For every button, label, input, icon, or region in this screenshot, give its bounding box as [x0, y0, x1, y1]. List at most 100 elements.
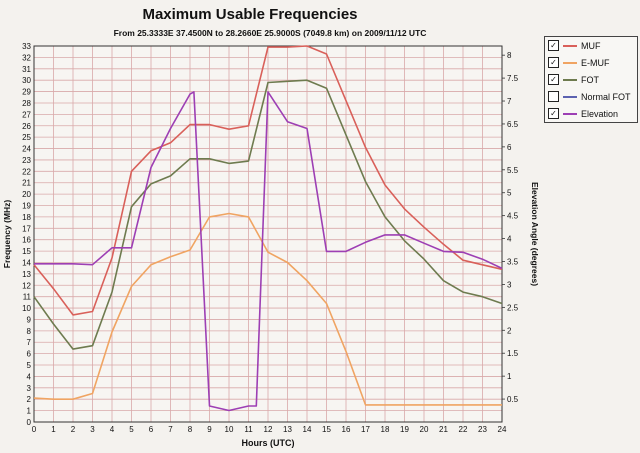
y-tick-label: 17 — [22, 224, 31, 233]
x-tick-label: 17 — [361, 425, 370, 434]
y-tick-label: 10 — [22, 304, 31, 313]
fot-swatch — [563, 78, 577, 81]
y-tick-label: 9 — [27, 315, 32, 324]
y2-tick-label: 1.5 — [507, 349, 519, 358]
y2-tick-label: 6.5 — [507, 120, 519, 129]
y-tick-label: 15 — [22, 247, 31, 256]
x-tick-label: 12 — [264, 425, 273, 434]
x-tick-label: 11 — [244, 425, 253, 434]
series-line-e-muf — [33, 212, 502, 406]
muf-checkbox[interactable]: ✓ — [548, 40, 559, 51]
x-tick-label: 24 — [498, 425, 507, 434]
y-tick-label: 12 — [22, 281, 31, 290]
legend-label-muf: MUF — [581, 40, 601, 51]
elevation-swatch — [563, 112, 577, 115]
y-tick-label: 3 — [27, 384, 32, 393]
x-tick-label: 0 — [32, 425, 37, 434]
muf-swatch — [563, 44, 577, 47]
y-tick-label: 29 — [22, 88, 31, 97]
x-tick-label: 2 — [71, 425, 76, 434]
y-tick-label: 27 — [22, 110, 31, 119]
x-tick-label: 5 — [129, 425, 134, 434]
y-tick-label: 13 — [22, 270, 31, 279]
y-tick-label: 2 — [27, 395, 32, 404]
legend-label-e-muf: E-MUF — [581, 57, 610, 68]
x-tick-label: 14 — [303, 425, 312, 434]
y2-tick-label: 7.5 — [507, 74, 519, 83]
y-tick-label: 32 — [22, 53, 31, 62]
x-tick-label: 8 — [188, 425, 193, 434]
y-tick-label: 4 — [27, 372, 32, 381]
y-tick-label: 1 — [27, 407, 32, 416]
x-tick-label: 13 — [283, 425, 292, 434]
y-tick-label: 33 — [22, 42, 31, 51]
x-tick-label: 16 — [342, 425, 351, 434]
y-tick-label: 25 — [22, 133, 31, 142]
legend-item-e-muf[interactable]: ✓ E-MUF — [545, 54, 637, 71]
y-tick-label: 23 — [22, 156, 31, 165]
x-tick-label: 10 — [225, 425, 234, 434]
y2-tick-label: 7 — [507, 97, 512, 106]
x-tick-label: 6 — [149, 425, 154, 434]
y2-tick-label: 2.5 — [507, 303, 519, 312]
legend-item-elevation[interactable]: ✓ Elevation — [545, 105, 637, 122]
y-axis-label: Frequency (MHz) — [2, 200, 12, 269]
y-tick-label: 26 — [22, 122, 31, 131]
y-tick-label: 24 — [22, 145, 31, 154]
chart-title: Maximum Usable Frequencies — [142, 6, 358, 23]
x-tick-label: 18 — [381, 425, 390, 434]
legend: ✓ MUF ✓ E-MUF ✓ FOT Normal FOT ✓ Elevati… — [544, 36, 638, 123]
y-tick-label: 16 — [22, 236, 31, 245]
x-tick-label: 21 — [439, 425, 448, 434]
y2-tick-label: 1 — [507, 372, 512, 381]
series-line-muf — [33, 45, 503, 316]
y2-tick-label: 2 — [507, 326, 512, 335]
x-tick-label: 3 — [90, 425, 95, 434]
x-tick-label: 1 — [51, 425, 56, 434]
x-axis-label: Hours (UTC) — [242, 438, 295, 448]
e-muf-checkbox[interactable]: ✓ — [548, 57, 559, 68]
y-tick-label: 31 — [22, 65, 31, 74]
x-tick-label: 23 — [478, 425, 487, 434]
x-tick-label: 15 — [322, 425, 331, 434]
legend-item-normal-fot[interactable]: Normal FOT — [545, 88, 637, 105]
x-tick-label: 19 — [400, 425, 409, 434]
y-tick-label: 0 — [27, 418, 32, 427]
elevation-checkbox[interactable]: ✓ — [548, 108, 559, 119]
y-tick-label: 8 — [27, 327, 32, 336]
y-tick-label: 18 — [22, 213, 31, 222]
y-tick-label: 20 — [22, 190, 31, 199]
x-tick-label: 7 — [168, 425, 173, 434]
chart-subtitle: From 25.3333E 37.4500N to 28.2660E 25.90… — [113, 28, 427, 38]
y2-tick-label: 4.5 — [507, 212, 519, 221]
y-tick-label: 21 — [22, 179, 31, 188]
legend-item-muf[interactable]: ✓ MUF — [545, 37, 637, 54]
y2-tick-label: 6 — [507, 143, 512, 152]
y2-axis-label: Elevation Angle (degrees) — [530, 182, 540, 286]
series-line-elevation — [34, 91, 503, 412]
y-tick-label: 11 — [23, 293, 32, 302]
legend-label-fot: FOT — [581, 74, 599, 85]
legend-label-normal-fot: Normal FOT — [581, 91, 631, 102]
y-tick-label: 7 — [27, 338, 32, 347]
y2-tick-label: 3 — [507, 280, 512, 289]
y-tick-label: 6 — [27, 350, 32, 359]
legend-item-fot[interactable]: ✓ FOT — [545, 71, 637, 88]
normal-fot-swatch — [563, 95, 577, 98]
y2-tick-label: 4 — [507, 235, 512, 244]
y-tick-label: 5 — [27, 361, 32, 370]
y-tick-label: 30 — [22, 76, 31, 85]
normal-fot-checkbox[interactable] — [548, 91, 559, 102]
x-tick-label: 4 — [110, 425, 115, 434]
y-tick-label: 28 — [22, 99, 31, 108]
y2-tick-label: 8 — [507, 51, 512, 60]
plot-frame — [33, 45, 503, 423]
y-tick-label: 22 — [22, 167, 31, 176]
legend-label-elevation: Elevation — [581, 108, 619, 119]
y-tick-label: 19 — [22, 202, 31, 211]
y2-tick-label: 5.5 — [507, 166, 519, 175]
series-line-fot — [33, 79, 503, 350]
fot-checkbox[interactable]: ✓ — [548, 74, 559, 85]
y2-tick-label: 5 — [507, 189, 512, 198]
